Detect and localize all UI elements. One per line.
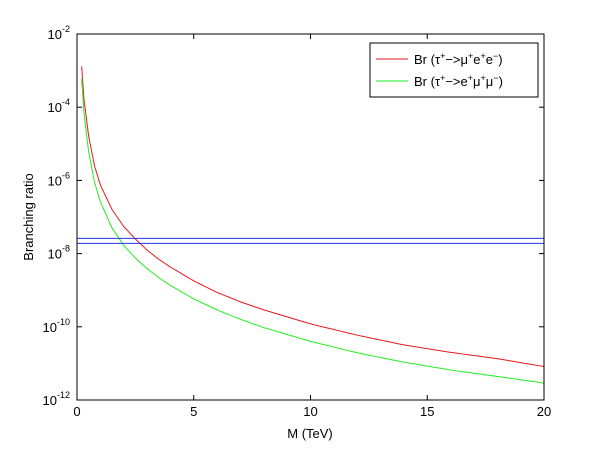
- x-tick-label: 10: [303, 404, 317, 419]
- legend-label: Br (τ+−>e+μ+μ−): [414, 73, 503, 89]
- legend: Br (τ+−>μ+e+e−) Br (τ+−>e+μ+μ−): [369, 42, 539, 98]
- y-tick-label: 10-4: [48, 97, 70, 115]
- y-axis-title: Branching ratio: [21, 173, 36, 260]
- y-tick-label: 10-8: [48, 244, 70, 262]
- legend-box: [369, 42, 539, 98]
- ticks-layer: 0 5 10 15 20 10-12 10-10 10-8 10-6 10-4 10-2: [43, 24, 552, 419]
- legend-label: Br (τ+−>μ+e+e−): [414, 51, 503, 67]
- series-line-1: [81, 66, 545, 368]
- y-tick-label: 10-6: [48, 170, 70, 188]
- y-tick-label: 10-10: [43, 317, 70, 335]
- series-line-2: [81, 78, 545, 384]
- x-tick-label: 5: [190, 404, 197, 419]
- x-axis-title: M (TeV): [287, 426, 333, 441]
- y-tick-label: 10-2: [48, 24, 70, 42]
- y-tick-label: 10-12: [43, 390, 70, 408]
- x-tick-label: 20: [537, 404, 551, 419]
- x-tick-label: 0: [73, 404, 80, 419]
- series-layer: [77, 66, 545, 384]
- x-tick-label: 15: [420, 404, 434, 419]
